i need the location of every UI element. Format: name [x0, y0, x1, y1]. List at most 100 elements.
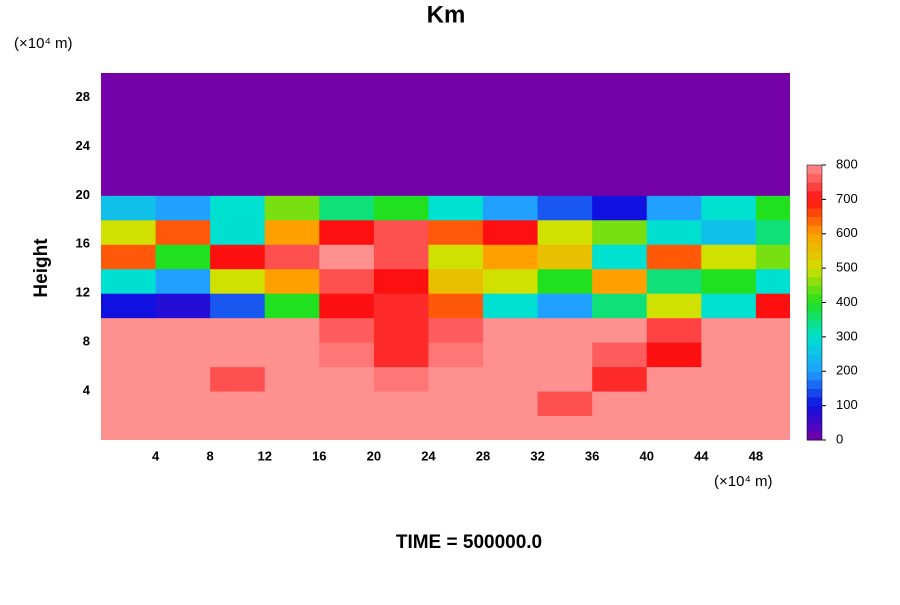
cell	[428, 170, 484, 196]
cell	[755, 293, 790, 319]
cell	[155, 97, 211, 123]
cell	[592, 73, 648, 98]
cell	[537, 244, 593, 270]
cell	[373, 415, 429, 440]
cell	[755, 415, 790, 440]
cell	[101, 73, 157, 98]
cell	[701, 97, 757, 123]
x-tick-label: 8	[207, 448, 214, 463]
cell	[319, 121, 375, 147]
footer: TIME = 500000.0	[396, 532, 542, 553]
cell	[101, 391, 157, 417]
cell	[755, 146, 790, 172]
colorbar-segment	[807, 371, 822, 381]
cell	[701, 268, 757, 294]
chart-title: Km	[427, 1, 466, 28]
cell	[646, 268, 702, 294]
colorbar-segment	[807, 199, 822, 209]
cell	[264, 73, 320, 98]
cell	[646, 97, 702, 123]
cell	[155, 391, 211, 417]
cell	[373, 73, 429, 98]
cell	[755, 366, 790, 392]
cell	[319, 317, 375, 343]
cell	[101, 415, 157, 440]
cell	[483, 121, 539, 147]
cell	[592, 268, 648, 294]
cell	[483, 146, 539, 172]
colorbar-tick-label: 0	[836, 431, 843, 446]
colorbar-segment	[807, 422, 822, 432]
cell	[155, 121, 211, 147]
cell	[428, 317, 484, 343]
cell	[155, 293, 211, 319]
cell	[264, 391, 320, 417]
cell	[592, 195, 648, 221]
cell	[537, 366, 593, 392]
cell	[319, 195, 375, 221]
cell	[264, 97, 320, 123]
cell	[428, 146, 484, 172]
cell	[755, 317, 790, 343]
colorbar-tick-label: 300	[836, 328, 858, 343]
cell	[155, 146, 211, 172]
cell	[646, 195, 702, 221]
cell	[592, 342, 648, 368]
cell	[755, 121, 790, 147]
cell	[210, 342, 266, 368]
cell	[319, 146, 375, 172]
cell	[264, 268, 320, 294]
cell	[373, 146, 429, 172]
y-unit: (×10⁴ m)	[14, 35, 73, 52]
colorbar-segment	[807, 233, 822, 243]
cell	[155, 415, 211, 440]
cell	[101, 342, 157, 368]
colorbar-segment	[807, 259, 822, 269]
cell	[646, 244, 702, 270]
cell	[646, 415, 702, 440]
cell	[319, 391, 375, 417]
cell	[537, 146, 593, 172]
cell	[483, 97, 539, 123]
cell	[483, 268, 539, 294]
cell	[755, 219, 790, 245]
cell	[155, 73, 211, 98]
cell	[155, 244, 211, 270]
cell	[428, 293, 484, 319]
cell	[373, 195, 429, 221]
cell	[210, 170, 266, 196]
x-tick-label: 20	[367, 448, 381, 463]
cell	[319, 219, 375, 245]
y-tick-label: 4	[83, 383, 91, 398]
cell	[101, 195, 157, 221]
heatmap	[101, 73, 790, 440]
cell	[210, 415, 266, 440]
cell	[155, 366, 211, 392]
cell	[210, 73, 266, 98]
cell	[646, 73, 702, 98]
cell	[755, 73, 790, 98]
cell	[210, 146, 266, 172]
cell	[646, 293, 702, 319]
cell	[101, 293, 157, 319]
cell	[101, 146, 157, 172]
colorbar-segment	[807, 182, 822, 192]
cell	[210, 195, 266, 221]
cell	[155, 342, 211, 368]
cell	[428, 219, 484, 245]
cell	[483, 244, 539, 270]
colorbar-segment	[807, 285, 822, 295]
y-tick-label: 16	[76, 236, 90, 251]
cell	[646, 391, 702, 417]
y-tick-label: 24	[76, 138, 91, 153]
colorbar-tick-label: 100	[836, 397, 858, 412]
cell	[210, 317, 266, 343]
cell	[210, 391, 266, 417]
colorbar-segment	[807, 379, 822, 389]
colorbar-segment	[807, 354, 822, 364]
cell	[537, 121, 593, 147]
cell	[592, 244, 648, 270]
cell	[701, 73, 757, 98]
colorbar-segment	[807, 190, 822, 200]
